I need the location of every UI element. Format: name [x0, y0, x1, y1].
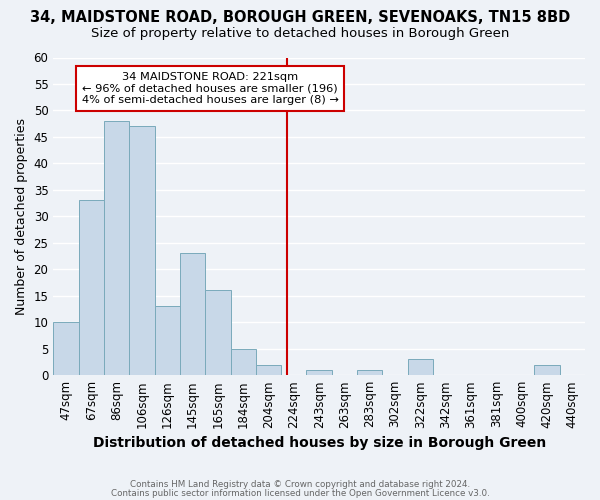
Y-axis label: Number of detached properties: Number of detached properties — [15, 118, 28, 315]
Text: 34, MAIDSTONE ROAD, BOROUGH GREEN, SEVENOAKS, TN15 8BD: 34, MAIDSTONE ROAD, BOROUGH GREEN, SEVEN… — [30, 10, 570, 25]
X-axis label: Distribution of detached houses by size in Borough Green: Distribution of detached houses by size … — [92, 436, 546, 450]
Bar — [307, 370, 332, 375]
Bar — [230, 348, 256, 375]
Bar — [256, 364, 281, 375]
Text: Contains public sector information licensed under the Open Government Licence v3: Contains public sector information licen… — [110, 489, 490, 498]
Text: 34 MAIDSTONE ROAD: 221sqm
← 96% of detached houses are smaller (196)
4% of semi-: 34 MAIDSTONE ROAD: 221sqm ← 96% of detac… — [82, 72, 338, 105]
Text: Size of property relative to detached houses in Borough Green: Size of property relative to detached ho… — [91, 28, 509, 40]
Bar — [357, 370, 382, 375]
Bar — [205, 290, 230, 375]
Text: Contains HM Land Registry data © Crown copyright and database right 2024.: Contains HM Land Registry data © Crown c… — [130, 480, 470, 489]
Bar — [104, 121, 129, 375]
Bar — [129, 126, 155, 375]
Bar — [79, 200, 104, 375]
Bar — [535, 364, 560, 375]
Bar — [180, 254, 205, 375]
Bar — [408, 360, 433, 375]
Bar — [53, 322, 79, 375]
Bar — [155, 306, 180, 375]
